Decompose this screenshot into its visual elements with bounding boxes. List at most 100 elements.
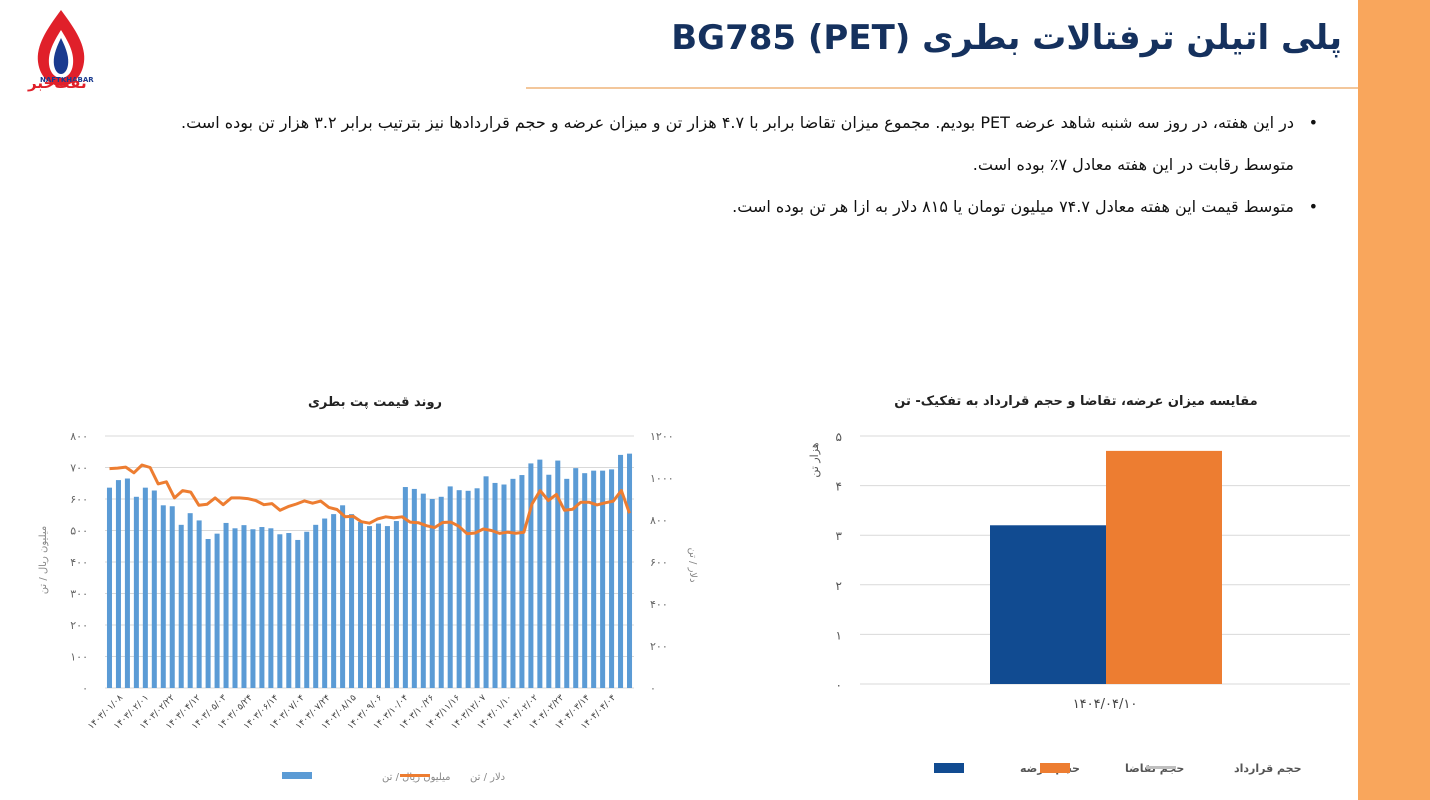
left-tick-label: ۸۰۰ [70, 430, 88, 443]
logo-text: نفت‌خبر [28, 74, 88, 92]
volume-comparison-chart: مقایسه میزان عرضه، تقاضا و حجم قرارداد ب… [808, 394, 1350, 775]
right-tick-label: ۱۲۰۰ [650, 430, 674, 443]
left-tick-label: ۶۰۰ [70, 493, 88, 506]
price-bar [250, 529, 256, 688]
price-bar [142, 487, 148, 688]
left-tick-label: ۰ [82, 682, 88, 695]
bullet-text: متوسط قیمت این هفته معادل ۷۴.۷ میلیون تو… [732, 197, 1294, 216]
logo-latin-text: NAFTKHABAR [40, 76, 94, 84]
price-bar [268, 528, 274, 688]
price-bar [322, 518, 328, 688]
price-bar [241, 525, 247, 688]
price-bar [178, 524, 184, 688]
price-bar [573, 468, 579, 688]
bullet-item: • در این هفته، در روز سه شنبه شاهد عرضه P… [128, 102, 1318, 186]
price-bar [340, 505, 346, 688]
left-tick-label: ۲۰۰ [70, 619, 88, 632]
price-bar [304, 531, 310, 688]
left-tick-label: ۷۰۰ [70, 462, 88, 475]
price-bar [447, 486, 453, 688]
usd-price-line [109, 463, 631, 536]
right-tick-label: ۶۰۰ [650, 556, 668, 569]
price-bar [510, 478, 516, 688]
left-tick-label: ۵۰۰ [70, 525, 88, 538]
price-bar [106, 487, 112, 688]
price-bar [331, 514, 337, 688]
price-bar [384, 526, 390, 688]
summary-bullets: • در این هفته، در روز سه شنبه شاهد عرضه P… [128, 102, 1318, 228]
price-bar [546, 474, 552, 688]
price-bar [115, 480, 121, 688]
price-bar [366, 526, 373, 688]
y-tick-label: ۱ [836, 628, 842, 642]
price-bar [133, 496, 139, 688]
price-bar [429, 499, 435, 688]
price-bar [358, 521, 364, 688]
price-bar [187, 513, 193, 688]
price-bar [259, 527, 265, 688]
price-bar [627, 453, 633, 688]
page-title: پلی اتیلن ترفتالات بطری BG785 (PET) [671, 18, 1342, 58]
title-divider [526, 87, 1358, 89]
bullet-dot-icon: • [1308, 197, 1318, 216]
right-tick-label: ۸۰۰ [650, 514, 668, 527]
price-bar [420, 493, 426, 688]
demand-bar [1106, 450, 1222, 684]
price-bar [393, 521, 399, 688]
price-bar [555, 460, 561, 688]
price-bar [501, 484, 507, 688]
chart-legend: حجم عرضه حجم تقاضا حجم قرارداد [934, 762, 1302, 775]
price-bar [528, 463, 534, 688]
legend-label-line: دلار / تن [470, 772, 505, 783]
price-bar [349, 514, 355, 688]
price-bar [196, 520, 202, 688]
legend-label-contract: حجم قرارداد [1234, 762, 1302, 775]
supply-bar [990, 525, 1106, 684]
price-bar [214, 533, 220, 688]
price-bar [600, 470, 606, 688]
left-axis-label: میلیون ریال / تن [38, 526, 49, 594]
price-bar [232, 528, 238, 688]
left-tick-label: ۴۰۰ [70, 556, 88, 569]
right-tick-label: ۴۰۰ [650, 598, 668, 611]
legend-swatch-line [400, 774, 430, 777]
price-bar [519, 475, 525, 688]
price-bar [474, 488, 480, 688]
legend-swatch-supply [934, 763, 964, 773]
price-bar [286, 533, 292, 688]
bullet-dot-icon: • [1308, 113, 1318, 132]
bullet-text: در این هفته، در روز سه شنبه شاهد عرضه PE… [180, 113, 1294, 174]
price-bar [411, 488, 417, 688]
price-bar [609, 469, 615, 688]
price-trend-chart: روند قیمت پت بطری ۰ ۱۰۰ ۲۰۰ ۳۰۰ ۴۰۰ ۵۰۰ ۶۰۰ ۷۰۰… [38, 395, 698, 783]
price-bar [169, 506, 175, 688]
price-bar [124, 478, 130, 688]
left-tick-label: ۳۰۰ [70, 588, 88, 601]
price-bar [582, 473, 588, 688]
legend-swatch-bar [282, 772, 312, 779]
price-bar [564, 478, 570, 688]
y-tick-label: ۳ [836, 529, 843, 543]
y-tick-label: ۲ [836, 579, 842, 593]
price-bar [618, 454, 624, 688]
price-bar [591, 470, 597, 688]
right-tick-label: ۱۰۰۰ [650, 472, 674, 485]
legend-label-bar: میلیون ریال / تن [382, 772, 450, 783]
price-bar [456, 490, 462, 688]
chart-title: مقایسه میزان عرضه، تقاضا و حجم قرارداد ب… [894, 394, 1257, 409]
chart-title: روند قیمت پت بطری [308, 395, 442, 410]
price-bar [151, 490, 157, 688]
flame-logo-icon: NAFTKHABAR [37, 10, 94, 86]
y-axis-label: هزار تن [808, 442, 821, 477]
right-tick-label: ۲۰۰ [650, 640, 668, 653]
price-bar [537, 459, 543, 688]
right-tick-label: ۰ [650, 682, 656, 695]
price-bar [492, 482, 498, 688]
right-axis-label: دلار / تن [687, 547, 698, 582]
price-bar [160, 505, 166, 688]
accent-side-bar [1358, 0, 1430, 800]
left-tick-label: ۱۰۰ [70, 651, 88, 664]
legend-swatch-contract [1146, 766, 1176, 769]
price-bar [313, 524, 319, 688]
price-bar [295, 539, 301, 688]
